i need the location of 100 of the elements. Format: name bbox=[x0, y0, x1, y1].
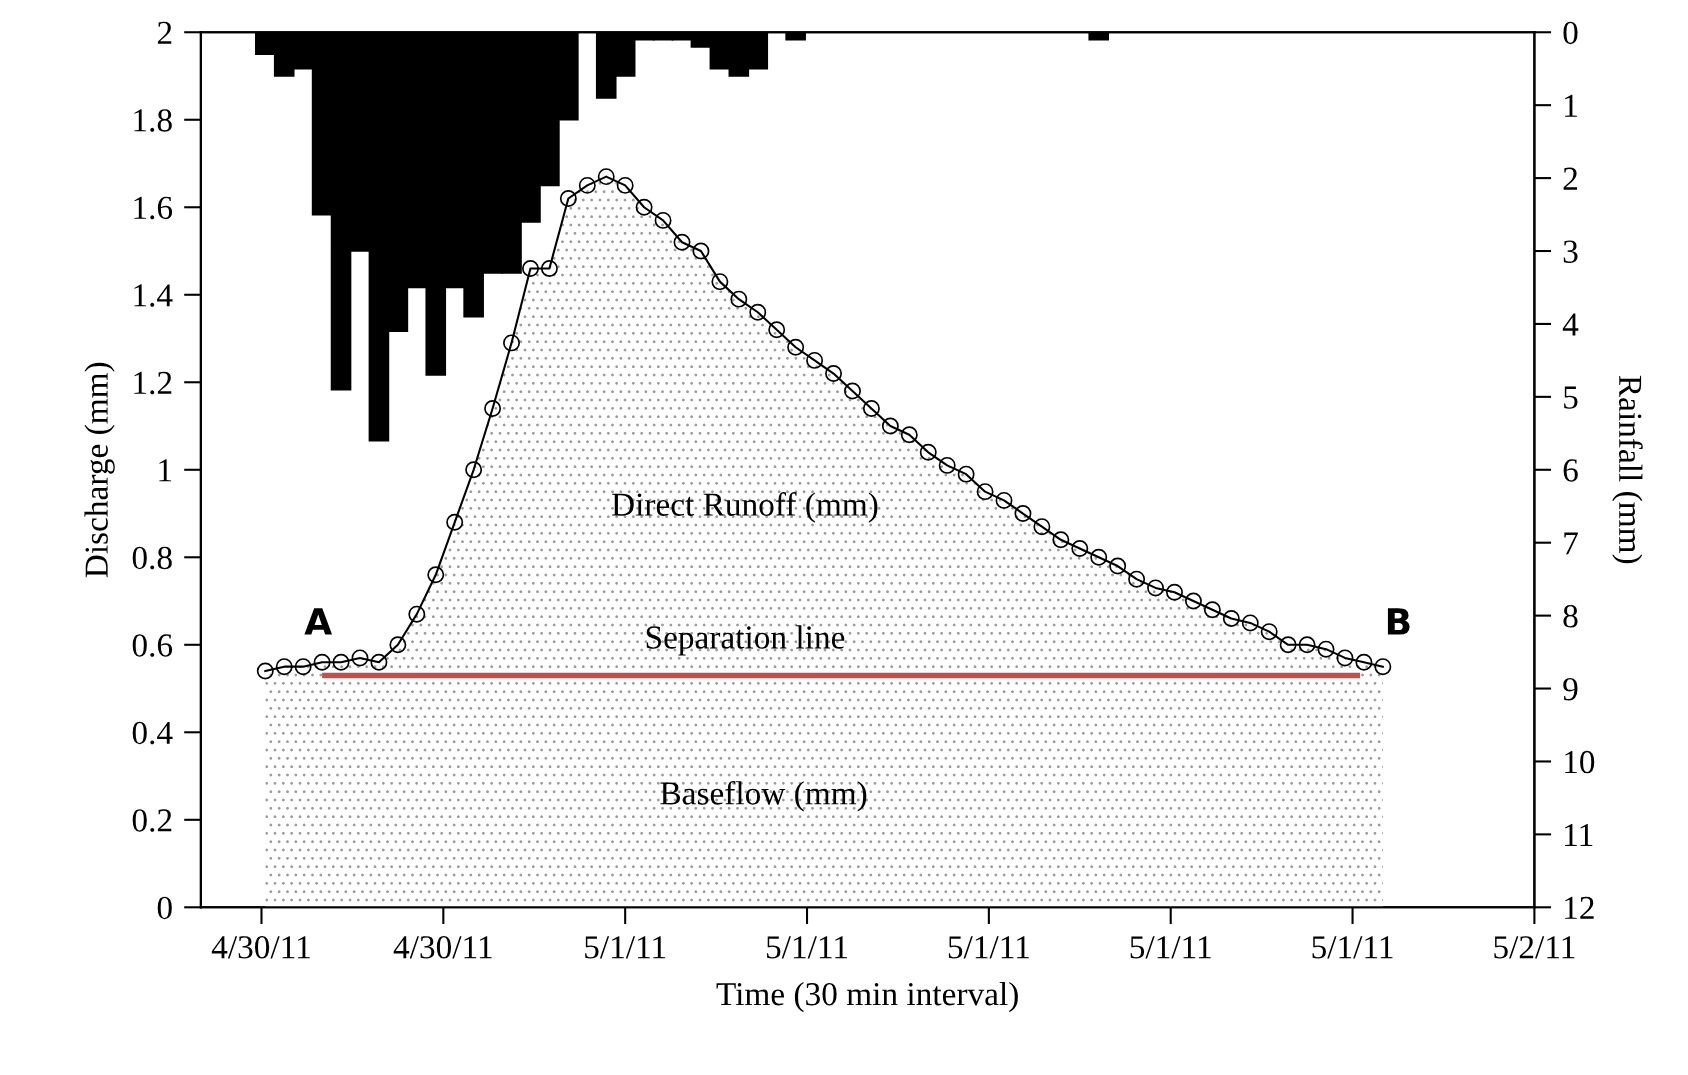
point bbox=[1279, 636, 1297, 654]
point bbox=[1355, 653, 1373, 671]
point bbox=[654, 211, 672, 229]
annotation: B bbox=[1387, 608, 1410, 635]
point bbox=[635, 198, 653, 216]
point bbox=[427, 566, 445, 584]
y2-tick-label: 4 bbox=[1562, 313, 1579, 336]
point bbox=[749, 303, 767, 321]
point bbox=[1147, 579, 1165, 597]
point bbox=[1128, 570, 1146, 588]
x-tick-label: 5/1/11 bbox=[585, 936, 666, 959]
point bbox=[711, 273, 729, 291]
point bbox=[540, 260, 558, 277]
point bbox=[1260, 623, 1278, 641]
point bbox=[862, 400, 880, 417]
y2-tick-label: 2 bbox=[1563, 167, 1577, 190]
point bbox=[673, 233, 691, 251]
point bbox=[1090, 548, 1108, 566]
point bbox=[389, 636, 407, 654]
y-tick-label: 0 bbox=[157, 896, 172, 920]
point bbox=[351, 649, 369, 667]
y-tick-label: 0.6 bbox=[132, 634, 173, 657]
point bbox=[825, 365, 843, 382]
y2-tick-label: 1 bbox=[1565, 94, 1577, 117]
y-tick-label: 0.8 bbox=[132, 546, 172, 570]
point bbox=[1241, 614, 1259, 632]
point bbox=[976, 483, 994, 501]
point bbox=[465, 461, 483, 479]
point bbox=[446, 513, 464, 531]
y-tick-label: 1.4 bbox=[134, 284, 173, 307]
y2-tick-label: 5 bbox=[1564, 386, 1578, 409]
y2-tick-label: 8 bbox=[1563, 605, 1578, 628]
point bbox=[313, 653, 331, 671]
y-tick-label: 0.4 bbox=[132, 721, 173, 745]
y-tick-label: 1 bbox=[159, 459, 172, 482]
point bbox=[370, 653, 388, 671]
y2-tick-label: 11 bbox=[1565, 823, 1593, 846]
point bbox=[768, 321, 786, 339]
y2-tick-label: 9 bbox=[1563, 678, 1578, 701]
y-tick-label: 1.8 bbox=[134, 109, 172, 132]
y-tick-label: 1.6 bbox=[134, 196, 173, 220]
point bbox=[616, 176, 634, 194]
annotation: Separation line bbox=[646, 625, 845, 656]
y2-tick-label: 12 bbox=[1565, 896, 1594, 919]
annotation: Direct Runoff (mm) bbox=[611, 492, 878, 523]
point bbox=[1374, 658, 1392, 676]
point bbox=[597, 168, 615, 186]
point bbox=[1222, 610, 1240, 628]
x-tick-label: 5/1/11 bbox=[948, 936, 1029, 959]
point bbox=[1033, 518, 1051, 536]
point bbox=[275, 658, 293, 676]
point bbox=[1336, 649, 1354, 667]
y2-tick-label: 10 bbox=[1565, 750, 1595, 774]
point bbox=[692, 242, 710, 260]
x-tick-label: 5/1/11 bbox=[1312, 936, 1393, 959]
point bbox=[578, 176, 596, 194]
point bbox=[1184, 592, 1202, 610]
y-tick-label: 2 bbox=[157, 21, 172, 44]
x-tick-label: 5/2/11 bbox=[1494, 936, 1575, 959]
point bbox=[787, 338, 805, 356]
y2-tick-label: 3 bbox=[1563, 240, 1578, 263]
point bbox=[559, 190, 577, 207]
x-tick-label: 5/1/11 bbox=[1130, 936, 1211, 959]
point bbox=[1298, 636, 1316, 654]
point bbox=[957, 465, 975, 483]
point bbox=[730, 290, 748, 308]
annotation: Baseflow (mm) bbox=[660, 780, 867, 812]
point bbox=[503, 334, 520, 352]
point bbox=[1317, 640, 1335, 658]
point bbox=[1014, 505, 1032, 523]
point bbox=[938, 456, 956, 474]
y2-tick-label: 6 bbox=[1563, 459, 1578, 482]
point bbox=[919, 443, 937, 461]
point bbox=[881, 417, 899, 435]
y2-axis-title: Rainfall (mm) bbox=[1612, 375, 1643, 564]
y2-tick-label: 7 bbox=[1564, 532, 1578, 555]
x-axis-title: Time (30 min interval) bbox=[716, 981, 1018, 1013]
x-tick-label: 5/1/11 bbox=[766, 936, 847, 959]
y-tick-label: 0.2 bbox=[132, 809, 172, 832]
annotation: A bbox=[304, 608, 333, 635]
point bbox=[1052, 531, 1070, 549]
point bbox=[332, 653, 350, 671]
point bbox=[484, 400, 502, 417]
point bbox=[294, 658, 312, 676]
point bbox=[1109, 557, 1127, 575]
point bbox=[521, 260, 539, 277]
point bbox=[1166, 583, 1183, 601]
y-axis-title: Discharge (mm) bbox=[84, 362, 115, 578]
point bbox=[1203, 601, 1221, 619]
point bbox=[844, 382, 861, 400]
point bbox=[256, 662, 274, 680]
point bbox=[1071, 540, 1089, 558]
point bbox=[995, 491, 1013, 509]
point bbox=[900, 426, 918, 444]
point bbox=[408, 605, 426, 623]
point bbox=[806, 351, 824, 369]
x-tick-label: 4/30/11 bbox=[393, 936, 492, 959]
y-tick-label: 1.2 bbox=[134, 371, 172, 395]
y2-tick-label: 0 bbox=[1563, 21, 1578, 45]
x-tick-label: 4/30/11 bbox=[211, 936, 310, 959]
